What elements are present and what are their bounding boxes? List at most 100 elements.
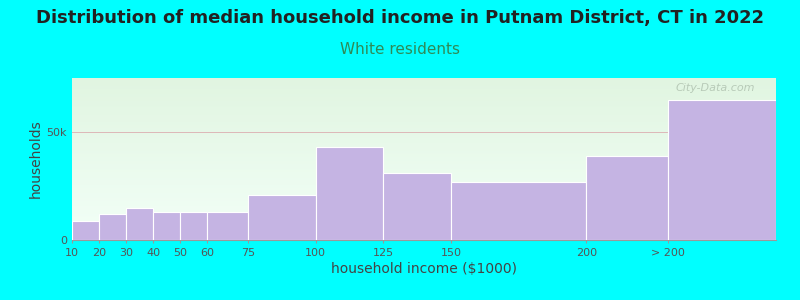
Bar	[72, 127, 776, 128]
Bar	[72, 98, 776, 99]
Bar	[72, 104, 776, 106]
Bar	[72, 136, 776, 138]
Bar	[72, 88, 776, 89]
Bar	[72, 78, 776, 80]
Bar	[72, 177, 776, 178]
Bar	[72, 174, 776, 175]
Bar	[72, 102, 776, 104]
Bar	[72, 216, 776, 217]
Bar	[72, 224, 776, 225]
Bar	[72, 188, 776, 190]
Bar	[72, 85, 776, 86]
Bar	[72, 209, 776, 211]
Bar	[72, 217, 776, 219]
Bar	[72, 117, 776, 118]
Bar	[99, 214, 126, 240]
Bar	[72, 148, 776, 149]
Bar	[72, 227, 776, 229]
Bar	[72, 180, 776, 182]
Bar	[72, 114, 776, 115]
Bar	[72, 196, 776, 198]
Bar	[72, 230, 776, 232]
Bar	[72, 81, 776, 83]
Bar	[72, 130, 776, 131]
Bar	[72, 166, 776, 167]
Bar	[72, 152, 776, 154]
Bar	[72, 140, 776, 141]
Bar	[72, 172, 776, 174]
Bar	[72, 178, 776, 180]
Bar	[72, 220, 776, 222]
Bar	[72, 190, 776, 191]
Bar	[72, 206, 776, 208]
Bar	[154, 212, 180, 240]
Bar	[72, 93, 776, 94]
Bar	[72, 146, 776, 148]
Bar	[180, 212, 207, 240]
Bar	[72, 187, 776, 188]
Bar	[248, 195, 316, 240]
Bar	[72, 167, 776, 169]
Bar	[72, 80, 776, 81]
Text: Distribution of median household income in Putnam District, CT in 2022: Distribution of median household income …	[36, 9, 764, 27]
Bar	[72, 144, 776, 146]
Bar	[72, 212, 776, 214]
Bar	[72, 232, 776, 233]
Bar	[451, 182, 586, 240]
Bar	[72, 182, 776, 183]
Bar	[72, 133, 776, 135]
Bar	[72, 164, 776, 166]
Bar	[72, 200, 776, 201]
Bar	[72, 91, 776, 93]
Bar	[207, 212, 248, 240]
Bar	[72, 86, 776, 88]
Bar	[72, 99, 776, 101]
Bar	[316, 147, 383, 240]
Y-axis label: households: households	[29, 120, 42, 198]
Bar	[72, 169, 776, 170]
Bar	[72, 110, 776, 112]
Bar	[72, 183, 776, 185]
Bar	[72, 220, 99, 240]
Bar	[72, 225, 776, 227]
Bar	[72, 128, 776, 130]
Bar	[72, 123, 776, 125]
Bar	[72, 94, 776, 96]
Bar	[72, 204, 776, 206]
Bar	[72, 143, 776, 144]
Bar	[72, 158, 776, 159]
Bar	[72, 237, 776, 239]
Bar	[72, 120, 776, 122]
Bar	[72, 154, 776, 156]
Bar	[72, 149, 776, 151]
Bar	[72, 235, 776, 237]
Bar	[126, 208, 154, 240]
Bar	[72, 151, 776, 152]
Bar	[72, 222, 776, 224]
Bar	[72, 107, 776, 109]
Bar	[72, 185, 776, 187]
Bar	[586, 156, 668, 240]
Bar	[72, 106, 776, 107]
Bar	[72, 122, 776, 123]
Bar	[72, 229, 776, 230]
Bar	[72, 118, 776, 120]
Bar	[72, 175, 776, 177]
Text: White residents: White residents	[340, 42, 460, 57]
Bar	[72, 191, 776, 193]
Bar	[72, 109, 776, 110]
Bar	[72, 162, 776, 164]
Bar	[72, 195, 776, 196]
Bar	[72, 115, 776, 117]
Bar	[72, 170, 776, 172]
Bar	[72, 156, 776, 158]
Bar	[72, 233, 776, 235]
Bar	[72, 201, 776, 203]
Bar	[72, 96, 776, 98]
Text: City-Data.com: City-Data.com	[675, 83, 755, 93]
Bar	[72, 141, 776, 143]
X-axis label: household income ($1000): household income ($1000)	[331, 262, 517, 276]
Bar	[383, 173, 451, 240]
Bar	[72, 135, 776, 136]
Bar	[72, 214, 776, 216]
